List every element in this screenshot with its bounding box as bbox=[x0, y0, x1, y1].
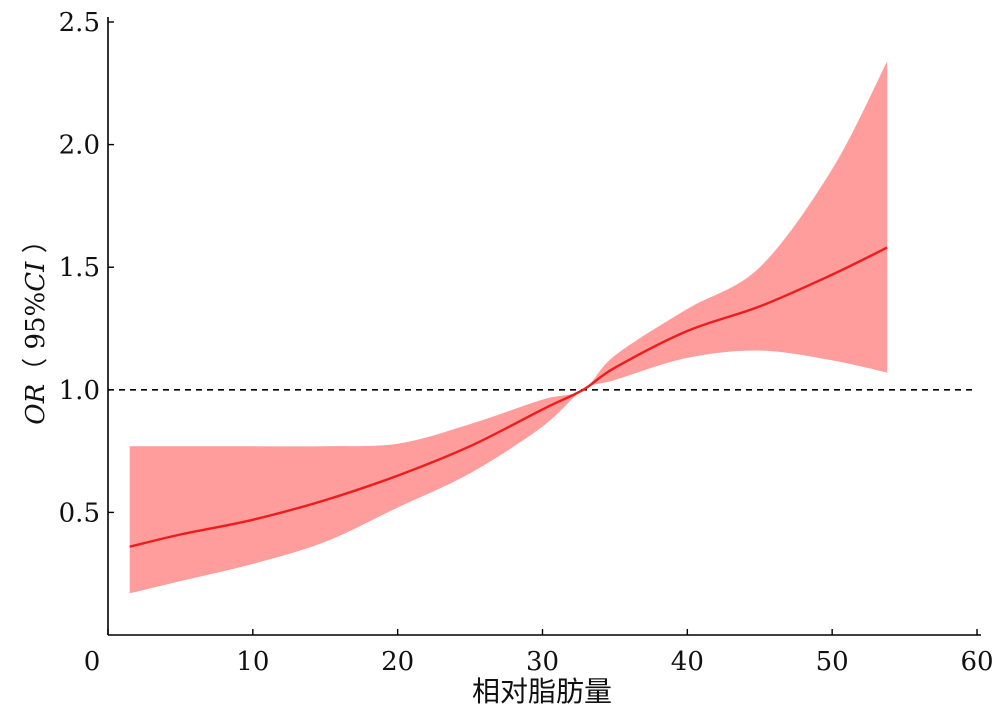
x-tick-label: 0 bbox=[84, 647, 101, 677]
y-tick-label: 1.0 bbox=[59, 376, 100, 406]
x-tick-label: 10 bbox=[236, 647, 269, 677]
y-axis-title: OR（ 95%CI ） bbox=[21, 227, 51, 424]
confidence-band bbox=[129, 61, 888, 594]
x-tick-label: 60 bbox=[960, 647, 993, 677]
x-tick-label: 50 bbox=[816, 647, 849, 677]
ylabel-part-ci: CI bbox=[21, 261, 51, 292]
ylabel-part-or: OR bbox=[21, 384, 51, 425]
plot-area bbox=[108, 61, 977, 594]
y-tick-label: 2.5 bbox=[59, 8, 100, 38]
y-tick-label: 2.0 bbox=[59, 131, 100, 161]
y-tick-label: 0.5 bbox=[59, 498, 100, 528]
x-tick-label: 40 bbox=[671, 647, 704, 677]
y-tick-label: 1.5 bbox=[59, 253, 100, 283]
ylabel-part-open: （ 95% bbox=[21, 292, 51, 384]
ylabel-part-close: ） bbox=[21, 227, 51, 261]
axes: 0 10 20 30 40 50 60 0.5 1.0 1.5 2.0 2.5 bbox=[59, 8, 994, 677]
x-axis-title: 相对脂肪量 bbox=[472, 675, 612, 708]
x-tick-label: 20 bbox=[381, 647, 414, 677]
or-curve bbox=[129, 246, 888, 548]
x-tick-label: 30 bbox=[526, 647, 559, 677]
